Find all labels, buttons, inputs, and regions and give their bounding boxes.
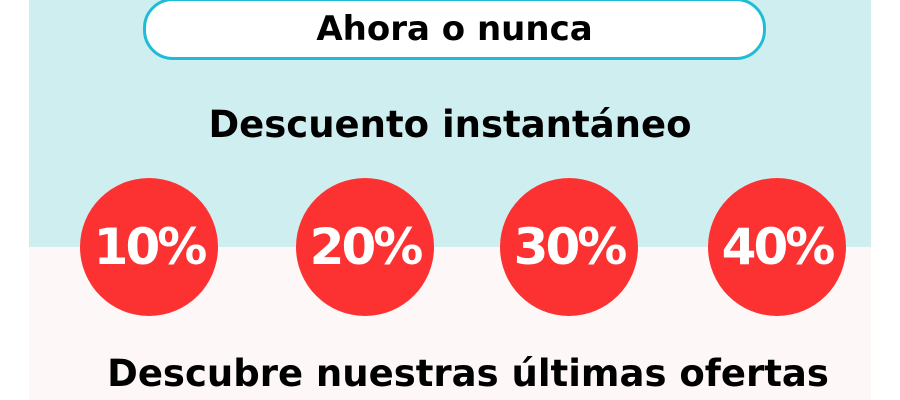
- discount-badge-20: 20%: [296, 178, 434, 316]
- headline: Ahora o nunca: [316, 9, 593, 49]
- discount-badge-10: 10%: [80, 178, 218, 316]
- discount-badge-40: 40%: [708, 178, 846, 316]
- subtitle: Descuento instantáneo: [208, 103, 692, 146]
- discount-badge-30: 30%: [500, 178, 638, 316]
- footer-text: Descubre nuestras últimas ofertas: [107, 352, 829, 395]
- headline-pill: Ahora o nunca: [143, 0, 766, 60]
